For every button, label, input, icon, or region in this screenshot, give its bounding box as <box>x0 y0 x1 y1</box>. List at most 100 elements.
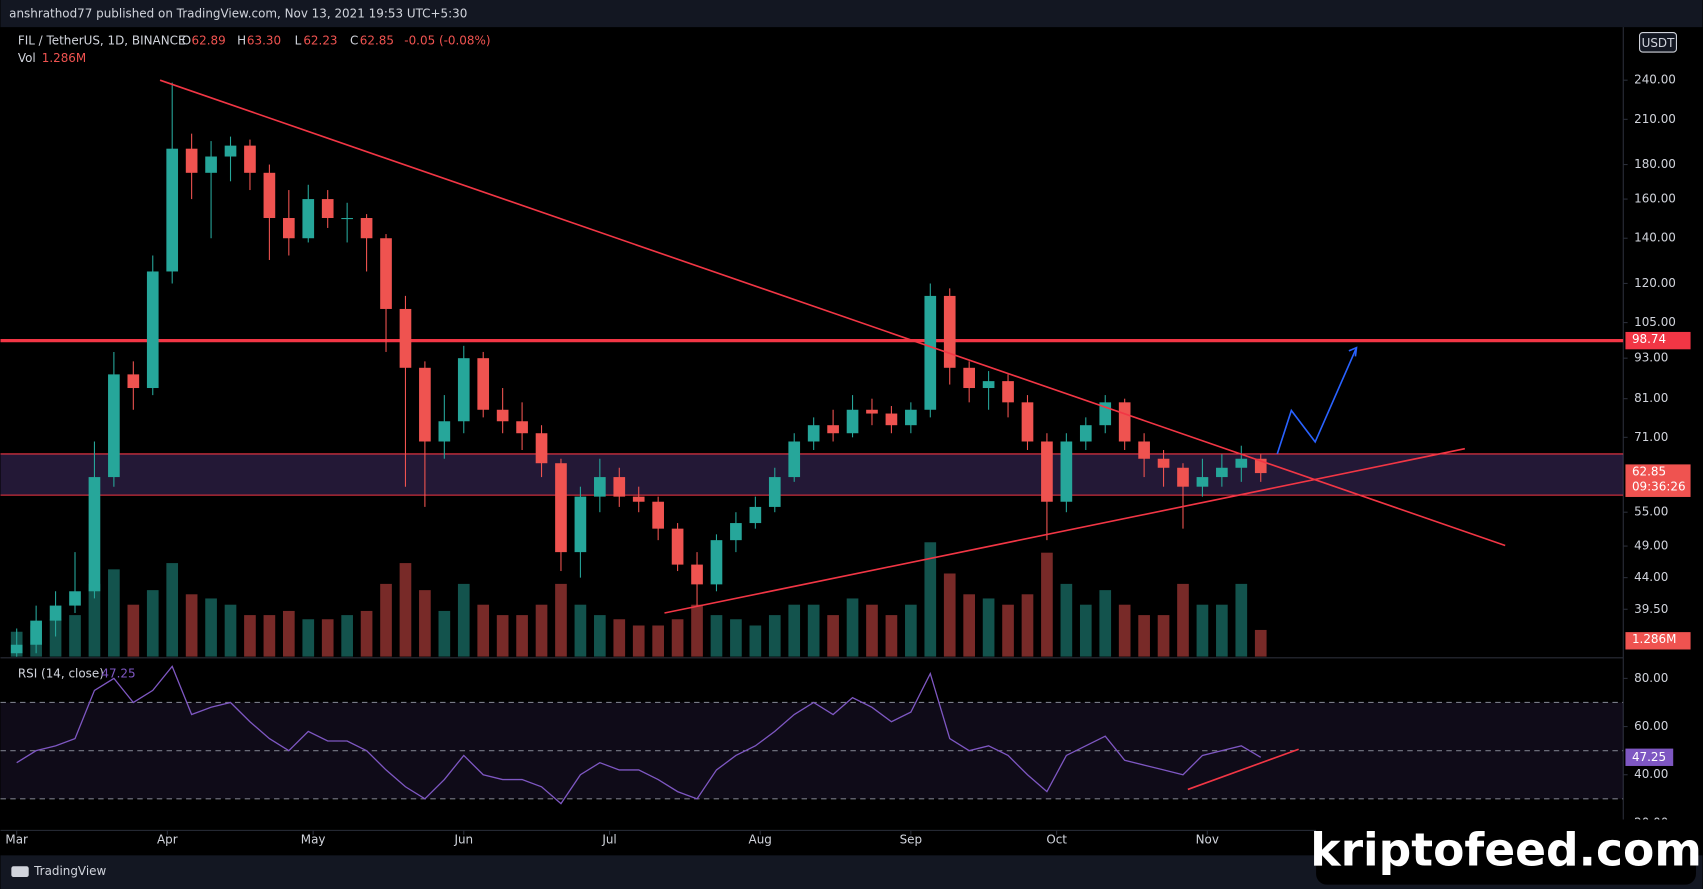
rsi-badge <box>1625 748 1674 766</box>
candle-body <box>749 506 762 524</box>
volume-bar <box>652 625 664 657</box>
watermark-bg <box>1316 819 1696 885</box>
volume-bar <box>88 583 101 657</box>
volume-bar <box>671 619 684 657</box>
candle-body <box>69 591 81 606</box>
candle-body <box>1079 425 1092 442</box>
x-tick-label: Mar <box>5 833 28 847</box>
candle-body <box>1235 458 1248 468</box>
volume-bar <box>127 604 140 657</box>
projection <box>1276 347 1358 455</box>
volume-bar <box>1099 590 1112 657</box>
volume-bar <box>341 615 353 657</box>
candle-body <box>827 425 839 434</box>
volume-bar <box>710 615 723 657</box>
candle-body <box>710 540 723 585</box>
volume-bar <box>282 610 295 657</box>
candle-body <box>574 496 587 553</box>
candle-body <box>1099 402 1112 426</box>
projection-arrowhead <box>1348 346 1358 357</box>
candle-body <box>1138 441 1150 459</box>
volume-bar <box>166 563 179 657</box>
volume-title: Vol <box>18 51 36 65</box>
volume-bar <box>321 619 334 657</box>
volume-bar <box>943 573 956 657</box>
footer: TradingView <box>33 864 106 878</box>
volume-bar <box>982 598 995 657</box>
price-badge-text: 62.85 <box>1632 464 1666 478</box>
candle-body <box>943 295 956 368</box>
rsi-value: 47.25 <box>101 667 135 681</box>
candle-body <box>1021 402 1034 442</box>
tradingview-logo <box>11 866 29 878</box>
volume-bar <box>263 615 276 657</box>
candle-body <box>146 271 159 389</box>
candle-body <box>1254 458 1267 474</box>
candle-body <box>535 433 548 464</box>
publisher: anshrathod77 published on TradingView.co… <box>9 7 467 21</box>
candle-body <box>1118 402 1131 442</box>
volume-bar <box>146 590 159 657</box>
volume-bar <box>846 598 859 657</box>
volume-bar <box>205 598 217 657</box>
volume-bar <box>1216 604 1228 657</box>
symbol: FIL / TetherUS, 1D, BINANCE <box>18 34 186 48</box>
volume-bar <box>224 604 237 657</box>
price-badge <box>1625 331 1691 350</box>
candle-body <box>613 477 626 497</box>
candle-body <box>963 367 976 389</box>
candle-body <box>88 477 101 592</box>
candle-body <box>846 409 859 434</box>
y-tick-label: 210.00 <box>1634 112 1676 126</box>
y-tick-label: 140.00 <box>1634 231 1676 245</box>
ohlc-label: L <box>295 34 302 48</box>
candle-body <box>224 145 237 157</box>
volume-bar <box>535 604 548 657</box>
candle-body <box>768 477 781 507</box>
trendline <box>159 79 1506 547</box>
candle-body <box>419 367 431 442</box>
volume-bar <box>905 604 917 657</box>
currency-box[interactable] <box>1639 32 1677 53</box>
candle-body <box>730 523 742 541</box>
volume-bar <box>1060 583 1073 657</box>
currency[interactable]: USDT <box>1642 36 1676 50</box>
volume-bar <box>1079 604 1092 657</box>
volume-bar <box>730 619 742 657</box>
candle-body <box>924 295 937 410</box>
volume-bar <box>516 615 528 657</box>
volume-bar <box>185 594 198 657</box>
y-tick-label: 44.00 <box>1634 570 1668 584</box>
rsi-line <box>16 665 1262 805</box>
candle-body <box>457 358 470 422</box>
candle-body <box>185 148 198 173</box>
price-badge-text: 1.286M <box>1632 632 1676 646</box>
candle-body <box>30 620 42 645</box>
candle-body <box>341 218 353 220</box>
y-tick-label: 39.50 <box>1634 602 1668 616</box>
volume-bar <box>1235 583 1248 657</box>
volume-bar <box>438 610 451 657</box>
rsi-y-tick-label: 40.00 <box>1634 767 1668 781</box>
volume-bar <box>632 625 645 657</box>
candle-body <box>982 381 995 389</box>
ohlc-label: H <box>237 34 246 48</box>
candle-body <box>1177 467 1189 487</box>
candle-body <box>127 374 140 389</box>
volume-bar <box>885 615 898 657</box>
volume-bar <box>963 594 976 657</box>
ohlc-label: O <box>182 34 191 48</box>
candle-body <box>321 199 334 219</box>
volume-bar <box>555 583 567 657</box>
ohlc-label: C <box>350 34 358 48</box>
y-tick-label: 93.00 <box>1634 351 1668 365</box>
watermark: kriptofeed.com <box>1310 824 1702 877</box>
volume-bar <box>244 615 256 657</box>
candle-body <box>282 218 295 239</box>
volume-bar <box>827 615 839 657</box>
volume-bar <box>807 604 820 657</box>
volume-value: 1.286M <box>42 51 86 65</box>
candle-body <box>10 644 23 654</box>
price-badge-text: 98.74 <box>1632 332 1666 346</box>
